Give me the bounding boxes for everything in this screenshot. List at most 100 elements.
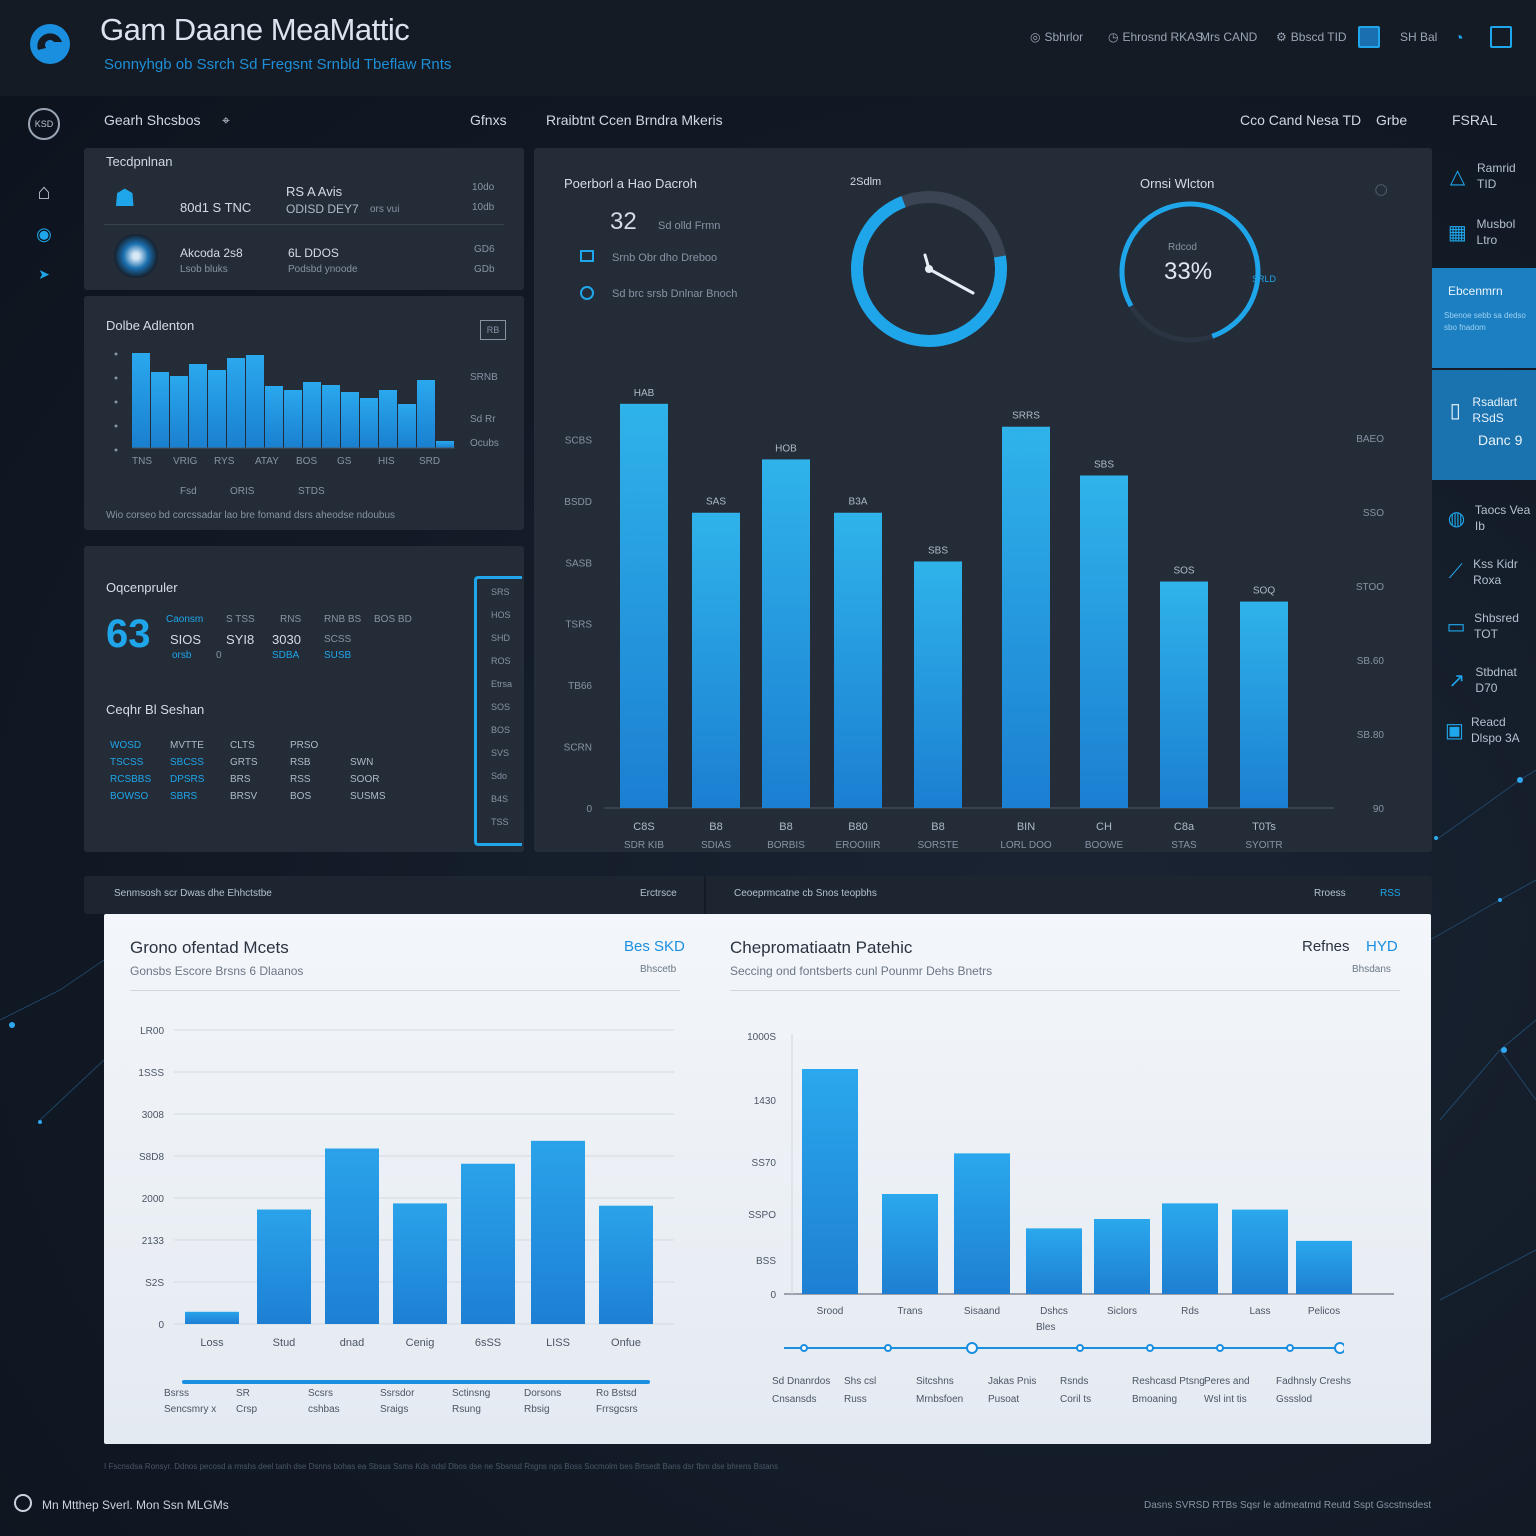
left-report-y-tick: 0	[158, 1320, 164, 1331]
mini-chart-x-labels: TNS VRIG RYS ATAY BOS GS HIS SRD	[132, 456, 462, 470]
sidebar-item-label: Ramrid TID	[1477, 161, 1516, 191]
strip-divider	[704, 876, 706, 914]
left-report-x-label: Stud	[273, 1337, 296, 1349]
left-legend-item: Rbsig	[524, 1404, 550, 1415]
sidebar-item[interactable]: ◍ Taocs Vea Ib	[1436, 492, 1536, 544]
scroll-list-item[interactable]: ROS	[491, 656, 511, 666]
scroll-list-item[interactable]: SHD	[491, 633, 511, 643]
right-report-bar	[1296, 1240, 1352, 1294]
scroll-list-item[interactable]: SRS	[491, 587, 510, 597]
timeline-node[interactable]	[1076, 1344, 1084, 1352]
app-title: Gam Daane MeaMattic	[100, 12, 410, 47]
mini-chart-action[interactable]: RB	[480, 320, 506, 340]
ring-gauge	[1119, 201, 1261, 343]
scroll-list-item[interactable]: SVS	[491, 748, 510, 758]
header-link-2[interactable]: ◷ Ehrosnd RKAS	[1108, 30, 1204, 44]
scroll-list-item[interactable]: TSS	[491, 817, 509, 827]
header-link-5[interactable]: SH Bal	[1400, 30, 1438, 44]
right-report-y-tick: 0	[770, 1290, 776, 1301]
timeline-node[interactable]	[800, 1344, 808, 1352]
checkbox-icon[interactable]	[580, 250, 594, 262]
mini-x-label: BOS	[296, 456, 318, 467]
sidebar-item[interactable]: ▯ Rsadlart RSdS	[1436, 384, 1536, 436]
mini-chart-bar	[151, 372, 169, 448]
left-report-x-label: dnad	[340, 1337, 364, 1349]
radio-icon[interactable]	[580, 286, 594, 300]
main-chart-bar	[1080, 475, 1128, 808]
sidebar-item[interactable]: △ Ramrid TID	[1436, 150, 1536, 202]
scroll-list-item[interactable]: HOS	[491, 610, 511, 620]
bank-icon[interactable]: ⌂	[37, 179, 51, 204]
header-link-4[interactable]: ⚙ Bbscd TID	[1276, 30, 1347, 44]
sidebar-item[interactable]: ▦ Musbol Ltro	[1436, 206, 1536, 258]
header-link-1[interactable]: ◎ Sbhrlor	[1030, 30, 1084, 44]
main-value-label: SBS	[928, 545, 948, 556]
mini-chart-bar	[360, 398, 378, 448]
main-x-label: B8	[779, 821, 792, 833]
center-section-right2[interactable]: Grbe	[1376, 112, 1408, 128]
sidebar-item[interactable]: ⟋ Kss Kidr Roxa	[1436, 546, 1536, 598]
right-report-x-label: Srood	[817, 1306, 844, 1317]
sidebar-item[interactable]: ▭ Shbsred TOT	[1436, 600, 1536, 652]
left-legend-item: Bsrss	[164, 1388, 189, 1399]
bell-icon[interactable]: ◔	[1454, 30, 1464, 47]
timeline-node[interactable]	[1146, 1344, 1154, 1352]
ops-table-cell: BOS	[290, 791, 312, 802]
globe-icon[interactable]: ◉	[36, 223, 52, 244]
scroll-list-item[interactable]: B4S	[491, 794, 509, 804]
report-timeline[interactable]	[784, 1338, 1344, 1358]
timeline-node[interactable]	[1286, 1344, 1294, 1352]
sidebar-item[interactable]: ▣ Reacd Dlspo 3A	[1436, 704, 1536, 756]
timeline-label: Reshcasd Ptsng	[1132, 1376, 1205, 1387]
clock-icon: ◷	[1108, 30, 1119, 44]
timeline-label: Pusoat	[988, 1394, 1020, 1405]
left-report-bar	[325, 1148, 379, 1324]
center-section-title: Rraibtnt Ccen Brndra Mkeris	[546, 112, 723, 128]
main-x-sublabel: SDIAS	[701, 840, 731, 851]
mini-chart-footer: Wio corseo bd corcssadar lao bre fomand …	[106, 510, 396, 521]
main-value-label: SAS	[706, 497, 726, 508]
sidebar-item[interactable]: ↗ Stbdnat D70	[1436, 654, 1536, 706]
left-section-action[interactable]: Gfnxs	[470, 112, 507, 128]
main-right-tick: SB.60	[1357, 656, 1385, 667]
timeline-node[interactable]	[1334, 1342, 1344, 1354]
app-logo-icon	[30, 24, 70, 64]
left-report-bar	[531, 1140, 585, 1324]
header-link-3[interactable]: Mrs CAND	[1200, 30, 1258, 44]
refresh-icon[interactable]: ◌	[1374, 176, 1389, 203]
chevron-icon[interactable]: ⌖	[222, 112, 230, 128]
mini-x-label: HIS	[378, 456, 395, 467]
mini-chart-bar	[132, 353, 150, 448]
sidebar-active-block[interactable]: Ebcenmrn Sbenoe sebb sa dedso sbo fnadom	[1432, 268, 1536, 368]
center-section-right[interactable]: Cco Cand Nesa TD	[1240, 112, 1362, 128]
scroll-list[interactable]: SRS HOS SHD ROS Etrsa SOS BOS SVS Sdo B4S TSS	[474, 576, 522, 846]
right-report-y-tick: 1000S	[747, 1032, 776, 1043]
timeline-label: Shs csl	[844, 1376, 877, 1387]
right-section-title: FSRAL	[1452, 112, 1498, 128]
timeline-node[interactable]	[966, 1342, 978, 1354]
scroll-list-item[interactable]: BOS	[491, 725, 511, 735]
timeline-node[interactable]	[884, 1344, 892, 1352]
rail-badge[interactable]: KSD	[28, 108, 60, 140]
scroll-list-item[interactable]: Sdo	[491, 771, 508, 781]
top-info-card: Tecdpnlnan ☗ 80d1 S TNC RS A Avis ODISD …	[84, 148, 524, 290]
ops-table-cell: GRTS	[230, 757, 258, 768]
chart-line-icon: ⟋	[1448, 560, 1463, 583]
main-chart-bar	[620, 403, 668, 808]
main-x-sublabel: BOOWE	[1085, 840, 1124, 851]
fullscreen-button[interactable]	[1490, 26, 1512, 48]
sidebar-active-block-2[interactable]: Danc 9	[1432, 370, 1536, 480]
timeline-node[interactable]	[1216, 1344, 1224, 1352]
right-report-x-label: Trans	[897, 1306, 922, 1317]
notification-button[interactable]	[1358, 26, 1380, 48]
scroll-list-item[interactable]: SOS	[491, 702, 511, 712]
ops-big-value: 63	[106, 612, 151, 656]
mini-chart-plot	[114, 352, 455, 452]
main-chart-bar	[914, 561, 962, 808]
scroll-list-item[interactable]: Etrsa	[491, 679, 513, 689]
main-y-tick: SASB	[565, 558, 592, 569]
main-bar-chart: 0 SCRN TB66 TSRS SASB BSDD SCBS 90 SB.80 SB.60 STO…	[564, 388, 1385, 851]
ops-table-cell: TSCSS	[110, 757, 144, 768]
arrow-icon[interactable]: ➤	[38, 265, 50, 282]
main-x-sublabel: STAS	[1171, 840, 1197, 851]
